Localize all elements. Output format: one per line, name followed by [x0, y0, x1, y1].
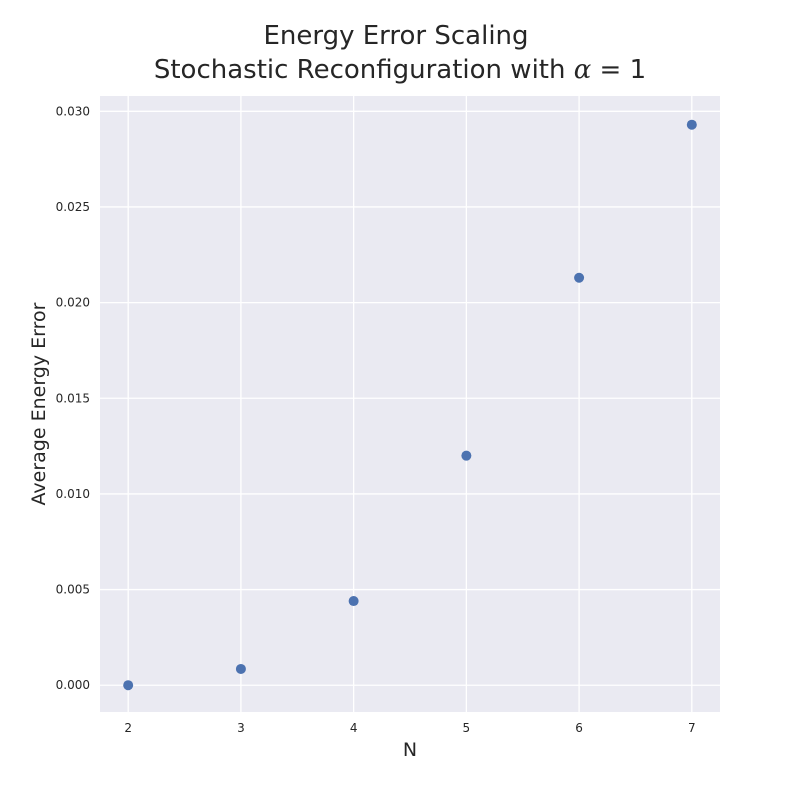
data-point-0: [123, 680, 134, 691]
chart-title-alpha-symbol: α: [574, 55, 592, 85]
data-point-1: [235, 663, 246, 674]
data-point-3: [461, 450, 472, 461]
x-tick-label-1: 3: [237, 721, 245, 735]
x-tick-label-5: 7: [688, 721, 696, 735]
grid-lines: [100, 96, 720, 712]
data-point-4: [574, 272, 585, 283]
y-tick-label-3: 0.015: [56, 391, 90, 405]
x-tick-labels: 2 3 4 5 6 7: [124, 721, 695, 735]
y-tick-label-6: 0.030: [56, 104, 90, 118]
x-tick-label-4: 6: [575, 721, 583, 735]
chart-title-line1: Energy Error Scaling: [263, 21, 528, 51]
x-tick-label-2: 4: [350, 721, 358, 735]
chart-title-line2: Stochastic Reconfiguration with α = 1: [154, 55, 646, 85]
data-point-2: [348, 596, 359, 607]
data-point-5: [686, 119, 697, 130]
x-tick-label-3: 5: [463, 721, 471, 735]
y-tick-label-4: 0.020: [56, 296, 90, 310]
chart-title-line2-suffix: = 1: [591, 55, 646, 85]
y-tick-labels: 0.000 0.005 0.010 0.015 0.020 0.025 0.030: [56, 104, 90, 692]
y-tick-label-2: 0.010: [56, 487, 90, 501]
data-points: [123, 119, 697, 691]
x-tick-label-0: 2: [124, 721, 132, 735]
x-axis-label: N: [403, 739, 417, 761]
plot-area: [100, 96, 720, 712]
y-tick-label-5: 0.025: [56, 200, 90, 214]
chart-title-line2-prefix: Stochastic Reconfiguration with: [154, 55, 574, 85]
y-axis-label: Average Energy Error: [28, 302, 50, 505]
y-tick-label-0: 0.000: [56, 678, 90, 692]
y-tick-label-1: 0.005: [56, 583, 90, 597]
